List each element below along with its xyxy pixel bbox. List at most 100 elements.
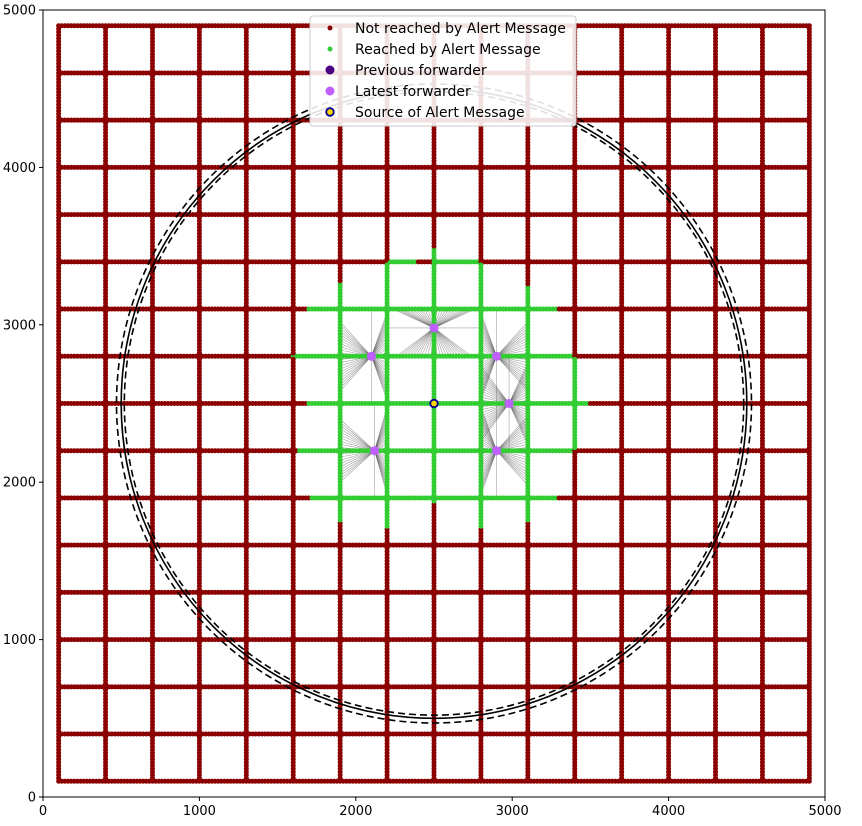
- unreached-node: [103, 545, 109, 551]
- forwarder-link: [433, 327, 454, 357]
- forwarder-link: [496, 356, 529, 385]
- forwarder-link: [508, 403, 529, 432]
- unreached-node: [56, 309, 62, 315]
- forwarder-link: [496, 450, 529, 480]
- forwarder-link: [496, 419, 529, 451]
- forwarder-link: [480, 356, 497, 382]
- unreached-node: [56, 545, 62, 551]
- forwarder-link: [496, 450, 529, 486]
- unreached-node: [103, 356, 109, 362]
- unreached-node: [103, 451, 109, 457]
- forwarder-link: [480, 387, 510, 404]
- forwarder-link: [339, 330, 372, 357]
- forwarder-link: [496, 321, 529, 357]
- forwarder-link: [339, 450, 375, 477]
- forwarder-link: [496, 415, 529, 451]
- forwarder-link: [433, 327, 469, 357]
- forwarder-link: [496, 337, 528, 357]
- forwarder-link: [433, 308, 457, 329]
- forwarder-link: [414, 327, 435, 357]
- forwarder-link: [339, 356, 372, 379]
- forwarder-link: [402, 327, 435, 357]
- forwarder-link: [371, 312, 388, 357]
- forwarder-link: [433, 327, 466, 357]
- forwarder-link: [480, 378, 510, 404]
- forwarder-link: [496, 450, 529, 477]
- forwarder-link: [340, 434, 375, 451]
- forwarder-link: [433, 327, 457, 357]
- unreached-node: [56, 120, 62, 126]
- forwarder-link: [433, 327, 472, 357]
- forwarder-link: [433, 327, 450, 357]
- forwarder-link: [339, 356, 372, 385]
- unreached-node: [56, 168, 62, 174]
- forwarder-link: [480, 368, 510, 404]
- forwarder-link: [496, 356, 529, 382]
- forwarder-link: [496, 333, 529, 357]
- forwarder-link: [496, 431, 528, 451]
- forwarder-link: [480, 371, 510, 404]
- forwarder-link: [496, 356, 528, 376]
- forwarder-link: [339, 425, 375, 451]
- forwarder-link: [411, 308, 435, 329]
- forwarder-link: [339, 356, 372, 382]
- forwarder-link: [496, 425, 529, 451]
- forwarder-link: [411, 327, 435, 357]
- unreached-node: [103, 498, 109, 504]
- forwarder-link: [399, 327, 435, 357]
- forwarder-link: [480, 312, 497, 357]
- forwarder-link: [496, 450, 528, 467]
- unreached-node: [56, 593, 62, 599]
- forwarder-link: [339, 422, 375, 451]
- forwarder-link: [496, 450, 529, 483]
- forwarder-link: [496, 434, 528, 451]
- forwarder-link: [496, 428, 529, 451]
- forwarder-link: [480, 406, 497, 451]
- forwarder-link: [371, 356, 388, 382]
- forwarder-link: [496, 327, 529, 357]
- forwarder-link: [496, 356, 528, 373]
- forwarder-link: [508, 362, 529, 404]
- unreached-node: [56, 640, 62, 646]
- forwarder-link: [480, 381, 510, 404]
- unreached-node: [56, 73, 62, 79]
- forwarder-link: [480, 384, 510, 404]
- forwarder-link: [339, 333, 372, 357]
- forwarder-link: [339, 324, 372, 357]
- forwarder-link: [480, 450, 497, 477]
- unreached-node: [56, 734, 62, 740]
- forwarder-link: [496, 330, 529, 357]
- forwarder-link: [496, 340, 528, 357]
- forwarder-link: [340, 340, 372, 357]
- forwarder-link: [339, 450, 375, 474]
- forward-links-layer: [324, 280, 556, 498]
- unreached-node: [56, 215, 62, 221]
- forwarder-link: [508, 381, 529, 404]
- forwarder-link: [405, 327, 435, 357]
- forwarder-link: [340, 356, 372, 373]
- forwarder-link: [496, 450, 529, 474]
- unreached-node: [103, 640, 109, 646]
- forwarder-link: [339, 327, 372, 357]
- unreached-node: [103, 404, 109, 410]
- forwarder-link: [480, 403, 510, 439]
- forwarder-link: [480, 403, 510, 420]
- unreached-node: [56, 451, 62, 457]
- unreached-node: [56, 262, 62, 268]
- forwarder-link: [408, 327, 435, 357]
- forwarder-link: [396, 327, 435, 357]
- unreached-node: [56, 26, 62, 32]
- forwarder-link: [339, 356, 372, 392]
- forwarder-link: [371, 356, 388, 379]
- forwarder-link: [480, 450, 497, 473]
- forwarder-link: [339, 450, 375, 480]
- forwarder-link: [496, 450, 528, 470]
- forwarder-link: [480, 365, 510, 404]
- unreached-node: [56, 498, 62, 504]
- forwarder-link: [339, 428, 375, 451]
- forwarder-link: [433, 327, 460, 357]
- forwarder-link: [421, 327, 435, 357]
- unreached-node: [56, 404, 62, 410]
- forwarder-link: [496, 422, 529, 451]
